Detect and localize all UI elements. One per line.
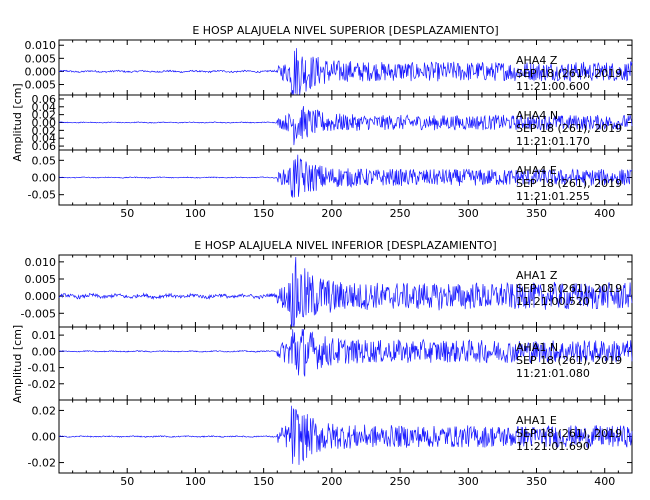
channel-station-label: AHA4 N [516,109,558,122]
waveform-trace [58,256,633,328]
channel-station-label: AHA1 N [516,341,558,354]
y-tick-label: 0.005 [25,273,57,286]
y-tick-label: 0.010 [25,256,57,269]
y-tick-label: 0.010 [25,39,57,52]
y-tick-label: 0.00 [32,345,57,358]
y-tick-label: -0.02 [28,457,56,470]
y-tick-label: -0.05 [28,189,56,202]
x-tick-label: 100 [185,207,206,220]
y-tick-label: 0.02 [32,124,57,137]
y-tick-label: 0.02 [32,109,57,122]
waveform-trace [58,328,633,377]
figure-title: E HOSP ALAJUELA NIVEL SUPERIOR [DESPLAZA… [192,24,498,37]
x-tick-label: 50 [120,475,134,488]
x-tick-label: 50 [120,207,134,220]
waveform-trace [58,48,633,96]
y-tick-label: 0.06 [32,93,57,106]
channel-date-label: SEP 18 (261), 2019 [516,427,622,440]
channel-date-label: SEP 18 (261), 2019 [516,122,622,135]
x-tick-label: 350 [526,475,547,488]
channel-date-label: SEP 18 (261), 2019 [516,177,622,190]
y-tick-label: 0.00 [32,117,57,130]
y-axis-label: Amplitud [cm] [11,83,24,161]
y-tick-label: 0.04 [32,101,57,114]
y-tick-label: 0.000 [25,290,57,303]
y-tick-label: 0.00 [32,172,57,185]
channel-time-label: 11:21:01.255 [516,190,590,203]
x-tick-label: 400 [594,475,615,488]
x-tick-label: 350 [526,207,547,220]
x-tick-label: 200 [321,207,342,220]
y-tick-label: 0.06 [32,140,57,153]
figure-title: E HOSP ALAJUELA NIVEL INFERIOR [DESPLAZA… [194,239,496,252]
channel-time-label: 11:21:00.520 [516,295,590,308]
x-tick-label: 250 [390,475,411,488]
y-tick-label: 0.005 [25,79,57,92]
waveform-trace [58,106,633,146]
y-tick-label: 0.01 [32,329,57,342]
channel-station-label: AHA4 Z [516,54,558,67]
y-tick-label: 0.000 [25,65,57,78]
channel-time-label: 11:21:00.600 [516,80,590,93]
figure-2: E HOSP ALAJUELA NIVEL INFERIOR [DESPLAZA… [11,239,633,488]
channel-station-label: AHA1 Z [516,269,558,282]
y-tick-label: 0.04 [32,132,57,145]
y-axis-label: Amplitud [cm] [11,325,24,403]
channel-date-label: SEP 18 (261), 2019 [516,67,622,80]
x-tick-label: 300 [458,207,479,220]
channel-time-label: 11:21:01.080 [516,367,590,380]
channel-station-label: AHA4 E [516,164,557,177]
y-tick-label: -0.01 [28,362,56,375]
channel-date-label: SEP 18 (261), 2019 [516,282,622,295]
waveform-trace [58,405,633,465]
x-tick-label: 300 [458,475,479,488]
channel-station-label: AHA1 E [516,414,557,427]
x-tick-label: 150 [253,207,274,220]
channel-time-label: 11:21:01.690 [516,440,590,453]
waveform-trace [58,154,633,198]
y-tick-label: 0.005 [25,52,57,65]
channel-date-label: SEP 18 (261), 2019 [516,354,622,367]
y-tick-label: -0.005 [21,307,56,320]
figure-1: E HOSP ALAJUELA NIVEL SUPERIOR [DESPLAZA… [11,24,633,220]
y-tick-label: 0.02 [32,404,57,417]
y-tick-label: -0.02 [28,378,56,391]
y-tick-label: 0.00 [32,431,57,444]
x-tick-label: 200 [321,475,342,488]
x-tick-label: 150 [253,475,274,488]
channel-time-label: 11:21:01.170 [516,135,590,148]
y-tick-label: 0.05 [32,154,57,167]
x-tick-label: 250 [390,207,411,220]
x-tick-label: 400 [594,207,615,220]
x-tick-label: 100 [185,475,206,488]
